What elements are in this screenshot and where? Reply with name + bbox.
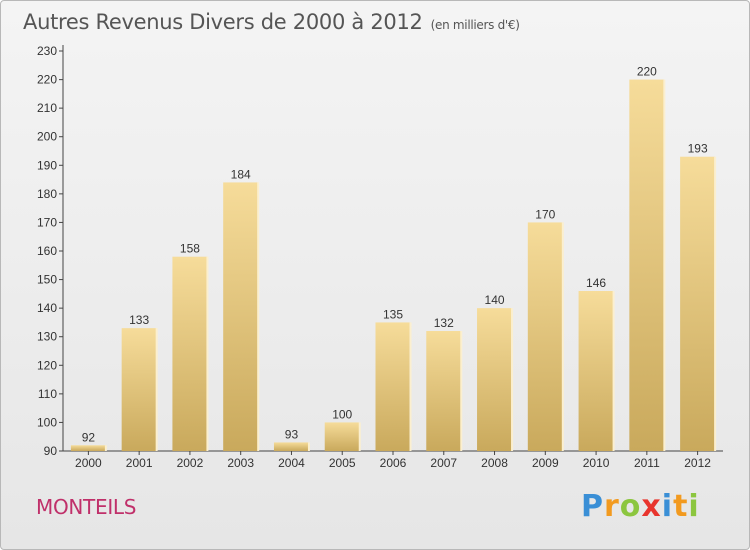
bar: [223, 182, 259, 451]
y-tick-label: 120: [37, 358, 57, 372]
bar: [527, 222, 563, 451]
y-tick-label: 190: [37, 158, 57, 172]
bar-value-label: 193: [688, 142, 708, 156]
bar: [324, 422, 360, 451]
bar-value-label: 133: [129, 313, 149, 327]
proxiti-logo[interactable]: Proxiti: [581, 489, 700, 524]
y-tick-label: 110: [38, 387, 57, 401]
y-tick-label: 230: [37, 44, 57, 58]
chart-title-text: Autres Revenus Divers de 2000 à 2012: [23, 10, 423, 34]
x-tick-label: 2007: [430, 456, 457, 470]
y-tick-label: 130: [37, 330, 57, 344]
bars: 92 133 158 184 93 100 135 132 140 170 146 220 193: [70, 65, 717, 452]
y-tick-label: 90: [44, 444, 58, 458]
x-tick-label: 2009: [532, 456, 559, 470]
x-tick-label: 2012: [684, 456, 711, 470]
bar: [70, 445, 106, 451]
chart-unit: (en milliers d'€): [430, 18, 520, 32]
x-tick-label: 2004: [278, 456, 305, 470]
bar: [680, 156, 716, 451]
y-tick-label: 200: [37, 130, 57, 144]
bar: [578, 291, 614, 451]
bar-value-label: 170: [535, 207, 555, 221]
y-tick-label: 140: [37, 301, 57, 315]
town-name: MONTEILS: [36, 495, 137, 519]
x-tick-label: 2003: [227, 456, 254, 470]
x-tick-label: 2005: [329, 456, 356, 470]
bar-value-label: 158: [180, 242, 200, 256]
y-tick-label: 150: [37, 273, 57, 287]
logo-letter: i: [661, 489, 674, 524]
x-tick-label: 2001: [126, 456, 153, 470]
x-tick-label: 2011: [634, 456, 660, 470]
x-tick-label: 2010: [583, 456, 610, 470]
logo-letter: P: [581, 489, 604, 524]
bar: [426, 331, 462, 451]
bar-value-label: 140: [485, 293, 505, 307]
x-tick-label: 2000: [75, 456, 102, 470]
bar-value-label: 132: [434, 316, 454, 330]
logo-letter: o: [619, 489, 642, 524]
bar: [273, 442, 309, 451]
bar-value-label: 135: [383, 307, 403, 321]
y-tick-label: 210: [37, 101, 57, 115]
x-tick-label: 2006: [380, 456, 407, 470]
y-tick-label: 170: [37, 215, 57, 229]
bar: [477, 308, 513, 451]
bar: [172, 256, 208, 451]
bar-value-label: 184: [231, 167, 251, 181]
y-tick-label: 160: [37, 244, 57, 258]
bar-value-label: 93: [285, 427, 299, 441]
logo-letter: x: [641, 489, 662, 524]
axes: 90 100 110 120 130 140 150 160 170 180 190 200 210 22…: [37, 44, 723, 470]
y-tick-label: 100: [37, 415, 57, 429]
x-tick-label: 2002: [177, 456, 204, 470]
y-tick-label: 220: [37, 73, 57, 87]
bar: [375, 322, 411, 451]
x-tick-label: 2008: [481, 456, 508, 470]
bar: [629, 79, 665, 452]
bar-value-label: 146: [586, 276, 606, 290]
y-tick-label: 180: [37, 187, 57, 201]
logo-letter: r: [604, 489, 620, 524]
bar-value-label: 100: [332, 407, 352, 421]
logo-letter: t: [673, 489, 689, 524]
logo-letter: i: [688, 489, 700, 524]
bar: [121, 328, 157, 451]
bar-value-label: 92: [82, 430, 96, 444]
chart-title: Autres Revenus Divers de 2000 à 2012 (en …: [23, 10, 520, 34]
bar-value-label: 220: [637, 65, 657, 79]
